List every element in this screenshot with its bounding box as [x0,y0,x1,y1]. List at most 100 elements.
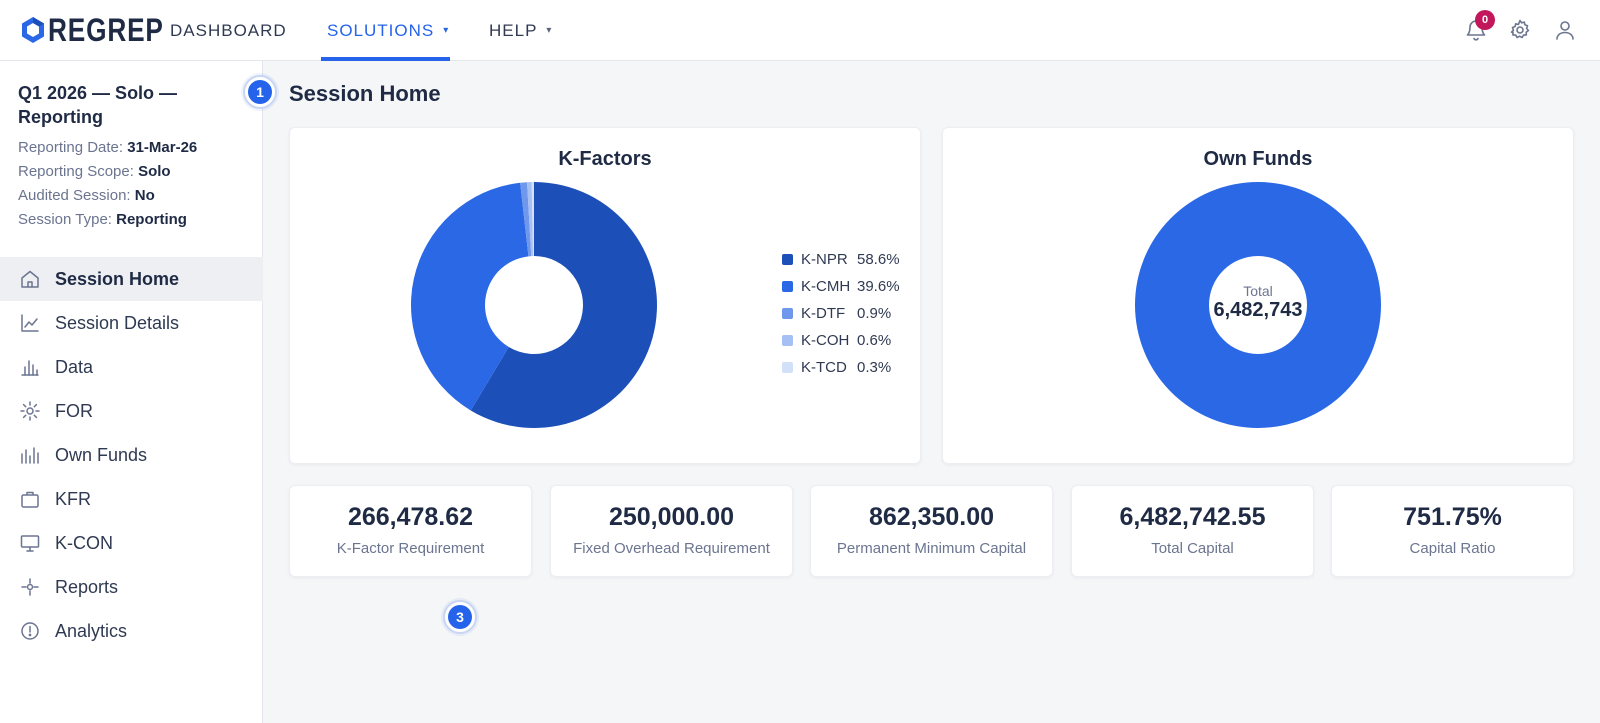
alert-circle-icon [19,620,41,642]
sidebar-item-session-home[interactable]: Session Home [0,257,263,301]
own-funds-slice-total[interactable] [1135,182,1381,428]
legend-item: K-CMH 39.6% [782,273,900,300]
k-factors-slice-k-coh[interactable] [527,182,534,257]
sidebar-item-label: K-CON [55,532,113,553]
stat-label: Capital Ratio [1409,540,1496,557]
nav-help-label: HELP [489,20,538,40]
legend-swatch [782,335,793,346]
legend-value: 0.6% [857,332,892,349]
sun-icon [19,400,41,422]
step-number: 3 [448,605,472,629]
logo-text: REGREP [48,11,164,48]
sidebar-item-analytics[interactable]: Analytics [0,609,263,653]
monitor-icon [19,532,41,554]
nav-dashboard-label: DASHBOARD [170,20,287,40]
meta-value: 31-Mar-26 [127,139,198,156]
k-factors-slice-k-dtf[interactable] [520,182,532,257]
center-value: 6,482,743 [1213,299,1303,321]
nav-dashboard[interactable]: DASHBOARD [170,0,287,61]
chevron-down-icon: ▾ [546,25,553,36]
legend-swatch [782,254,793,265]
sidebar-item-label: Own Funds [55,444,148,465]
briefcase-icon [19,488,41,510]
sidebar-item-label: Session Details [55,312,180,333]
legend-item: K-DTF 0.9% [782,300,900,327]
k-factors-donut-chart [411,182,657,429]
meta-session-type: Session Type: Reporting [18,211,187,228]
stat-card-fixed-overhead-requirement: 250,000.00 Fixed Overhead Requirement [550,485,793,577]
legend-value: 58.6% [857,251,900,268]
step-marker-1[interactable]: 1 [243,75,277,109]
stat-card-total-capital: 6,482,742.55 Total Capital [1071,485,1314,577]
home-icon [19,268,41,290]
stat-label: K-Factor Requirement [336,540,485,557]
column-chart-icon [19,444,41,466]
sidebar-item-label: Analytics [55,620,128,641]
nav-solutions-label: SOLUTIONS [327,20,435,40]
gear-icon[interactable] [1508,18,1532,42]
notification-badge: 0 [1475,10,1495,30]
sidebar-item-label: KFR [55,488,91,509]
k-factors-slice-k-npr[interactable] [470,182,657,429]
k-factors-slice-k-tcd[interactable] [531,182,534,257]
stat-label: Fixed Overhead Requirement [573,540,770,557]
stat-value: 250,000.00 [608,503,735,531]
legend-swatch [782,362,793,373]
sidebar-item-data[interactable]: Data [0,345,263,389]
k-factors-slice-k-cmh[interactable] [411,182,529,411]
crosshair-icon [19,576,41,598]
sidebar-item-session-details[interactable]: Session Details [0,301,263,345]
legend-value: 39.6% [857,278,900,295]
legend-name: K-NPR [801,251,848,268]
nav-help[interactable]: HELP ▾ [489,0,552,61]
stat-card-capital-ratio: 751.75% Capital Ratio [1331,485,1574,577]
legend-value: 0.9% [857,305,892,322]
stat-value: 266,478.62 [347,503,474,531]
meta-label: Reporting Date: [18,139,124,156]
meta-label: Reporting Scope: [18,163,134,180]
stat-card-permanent-minimum-capital: 862,350.00 Permanent Minimum Capital [810,485,1053,577]
top-navigation-bar: REGREP DASHBOARD SOLUTIONS ▾ HELP ▾ 0 [0,0,1600,61]
line-chart-icon [19,312,41,334]
stat-value: 6,482,742.55 [1119,503,1266,531]
meta-label: Session Type: [18,211,112,228]
sidebar-item-label: Session Home [55,268,180,289]
legend-name: K-COH [801,332,850,349]
sidebar: Q1 2026 — Solo — Reporting Reporting Dat… [0,61,263,723]
legend-item: K-COH 0.6% [782,327,900,354]
active-nav-indicator [321,57,450,61]
meta-audited-session: Audited Session: No [18,187,155,204]
own-funds-donut-chart [1135,182,1381,428]
step-marker-3[interactable]: 3 [443,600,477,634]
legend-item: K-NPR 58.6% [782,246,900,273]
bar-chart-icon [19,356,41,378]
meta-reporting-scope: Reporting Scope: Solo [18,163,171,180]
legend-item: K-TCD 0.3% [782,354,900,381]
meta-reporting-date: Reporting Date: 31-Mar-26 [18,139,197,156]
session-title: Q1 2026 — Solo — Reporting [18,83,178,127]
meta-value: Solo [138,163,171,180]
meta-value: Reporting [116,211,187,228]
sidebar-item-own-funds[interactable]: Own Funds [0,433,263,477]
chevron-down-icon: ▾ [443,25,450,36]
sidebar-item-k-con[interactable]: K-CON [0,521,263,565]
step-number: 1 [248,80,272,104]
hexagon-logo-icon [22,17,44,43]
sidebar-item-for[interactable]: FOR [0,389,263,433]
page-title: Session Home [289,81,441,106]
legend-name: K-CMH [801,278,851,295]
chart-title: K-Factors [558,148,652,170]
user-icon[interactable] [1553,18,1577,42]
nav-solutions[interactable]: SOLUTIONS ▾ [327,0,449,61]
regrep-logo[interactable]: REGREP [20,11,189,48]
sidebar-item-reports[interactable]: Reports [0,565,263,609]
k-factors-legend: K-NPR 58.6% K-CMH 39.6% K-DTF 0.9% K-COH… [782,246,900,381]
center-label: Total [1243,283,1273,299]
sidebar-item-label: Reports [55,576,119,597]
stat-card-k-factor-requirement: 266,478.62 K-Factor Requirement [289,485,532,577]
sidebar-item-kfr[interactable]: KFR [0,477,263,521]
meta-value: No [134,187,155,204]
legend-swatch [782,281,793,292]
meta-label: Audited Session: [18,187,131,204]
stat-value: 862,350.00 [868,503,995,531]
